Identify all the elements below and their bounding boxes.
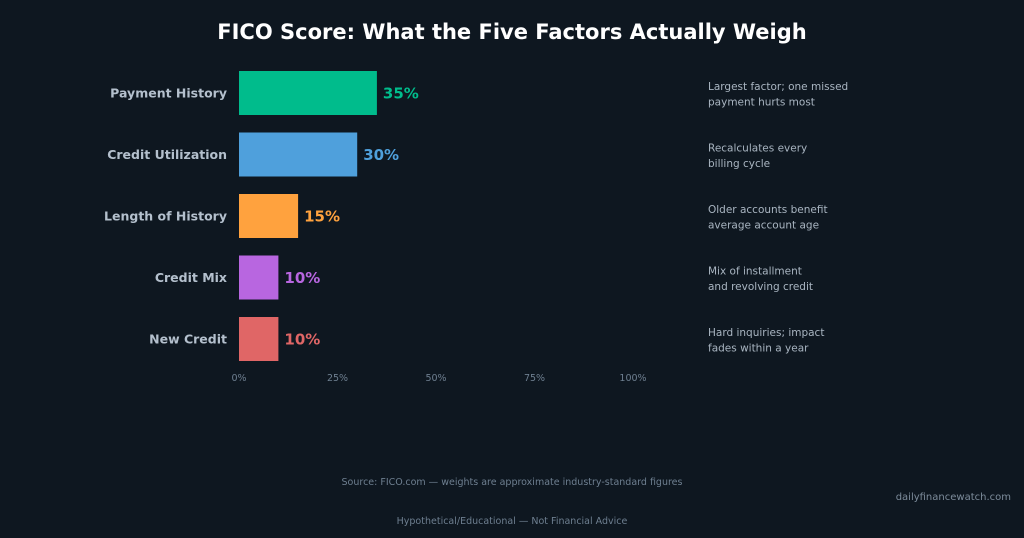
bar-payment-history — [239, 71, 377, 115]
chart-title: FICO Score: What the Five Factors Actual… — [217, 20, 806, 44]
annotation-length-of-history: average account age — [708, 220, 819, 232]
value-label-credit-mix: 10% — [284, 269, 320, 287]
category-label-credit-mix: Credit Mix — [155, 270, 227, 285]
annotation-new-credit: fades within a year — [708, 343, 809, 355]
value-label-payment-history: 35% — [383, 85, 419, 103]
annotation-payment-history: payment hurts most — [708, 97, 815, 109]
source-note: Source: FICO.com — weights are approxima… — [342, 477, 683, 488]
bar-length-of-history — [239, 194, 299, 238]
x-tick-label: 75% — [524, 373, 545, 384]
bar-new-credit — [239, 317, 279, 361]
category-label-payment-history: Payment History — [110, 86, 227, 101]
value-label-new-credit: 10% — [284, 331, 320, 349]
disclaimer: Hypothetical/Educational — Not Financial… — [397, 516, 628, 527]
annotation-credit-utilization: Recalculates every — [708, 143, 807, 155]
x-tick-label: 0% — [231, 373, 246, 384]
annotation-payment-history: Largest factor; one missed — [708, 81, 848, 93]
annotation-credit-utilization: billing cycle — [708, 158, 770, 170]
category-label-credit-utilization: Credit Utilization — [107, 147, 227, 162]
bar-credit-utilization — [239, 132, 358, 177]
x-tick-label: 50% — [425, 373, 446, 384]
annotation-new-credit: Hard inquiries; impact — [708, 327, 824, 339]
category-label-new-credit: New Credit — [149, 332, 227, 347]
x-tick-label: 100% — [619, 373, 646, 384]
category-label-length-of-history: Length of History — [104, 209, 227, 224]
value-label-length-of-history: 15% — [304, 208, 340, 226]
website-credit: dailyfinancewatch.com — [896, 492, 1011, 503]
bar-group: Payment History 35% Credit Utilization 30% L… — [104, 71, 419, 361]
bar-credit-mix — [239, 255, 279, 300]
value-label-credit-utilization: 30% — [363, 146, 399, 164]
x-tick-label: 25% — [327, 373, 348, 384]
x-axis-ticks: 0% 25% 50% 75% 100% — [231, 373, 646, 384]
annotation-group: Largest factor; one missed payment hurts … — [708, 81, 848, 355]
annotation-credit-mix: Mix of installment — [708, 266, 802, 278]
annotation-credit-mix: and revolving credit — [708, 281, 813, 293]
annotation-length-of-history: Older accounts benefit — [708, 204, 828, 216]
